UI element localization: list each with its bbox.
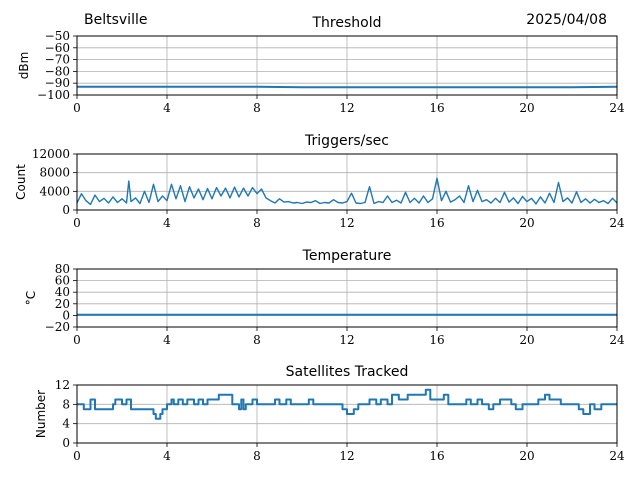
x-tick-label: 0 <box>73 449 81 463</box>
y-tick-label: 0 <box>62 308 70 322</box>
chart-title: Satellites Tracked <box>286 364 409 380</box>
x-tick-label: 4 <box>163 449 171 463</box>
chart-panel-1: 0 4 8 12 16 20 24 −100−90−80−70−60−50 Threshold d… <box>17 15 625 115</box>
y-tick-label: 0 <box>62 436 70 450</box>
y-tick-label: 12000 <box>32 147 70 161</box>
location-label: Beltsville <box>84 12 148 28</box>
chart-title: Threshold <box>312 15 382 31</box>
x-tick-label: 16 <box>429 216 444 230</box>
x-tick-label: 24 <box>609 333 625 347</box>
x-tick-label: 12 <box>339 449 354 463</box>
x-tick-label: 4 <box>163 333 171 347</box>
chart-panel-4: 0 4 8 12 16 20 24 0 4 8 12 Satellites Tracked Number <box>34 364 625 463</box>
x-tick-label: 8 <box>253 101 261 115</box>
y-tick-label: 20 <box>55 297 70 311</box>
x-tick-label: 12 <box>339 333 354 347</box>
x-tick-label: 20 <box>519 449 534 463</box>
x-tick-label: 0 <box>73 333 81 347</box>
y-tick-label: 4000 <box>39 184 70 198</box>
y-tick-label: 40 <box>55 285 70 299</box>
x-tick-label: 8 <box>253 216 261 230</box>
series-line-1 <box>77 85 618 89</box>
y-tick-label: −80 <box>45 64 70 78</box>
x-tick-label: 24 <box>609 449 625 463</box>
chart-panel-2: 0 4 8 12 16 20 24 0 4000 8000 12000 Triggers/sec Cou… <box>14 133 625 230</box>
y-tick-label: −100 <box>37 88 70 102</box>
x-tick-label: 0 <box>73 216 81 230</box>
x-tick-label: 0 <box>73 101 81 115</box>
x-tick-label: 12 <box>339 216 354 230</box>
y-tick-label: 8 <box>62 397 70 411</box>
y-axis-label: dBm <box>17 52 31 80</box>
y-tick-label: 4 <box>62 417 70 431</box>
x-tick-label: 16 <box>429 333 444 347</box>
y-tick-label: −90 <box>45 76 70 90</box>
x-tick-label: 4 <box>163 101 171 115</box>
date-label: 2025/04/08 <box>526 12 607 28</box>
x-tick-label: 8 <box>253 449 261 463</box>
chart-title: Temperature <box>302 248 392 264</box>
x-tick-label: 24 <box>609 101 625 115</box>
series-line-1 <box>77 388 617 420</box>
x-tick-label: 4 <box>163 216 171 230</box>
x-tick-label: 24 <box>609 216 625 230</box>
x-tick-label: 12 <box>339 101 354 115</box>
y-tick-label: −60 <box>45 41 70 55</box>
y-tick-label: −50 <box>45 29 70 43</box>
y-tick-label: 0 <box>62 203 70 217</box>
y-axis-label: Number <box>34 390 48 438</box>
x-tick-label: 20 <box>519 216 534 230</box>
y-axis-label: Count <box>14 164 28 200</box>
x-tick-label: 16 <box>429 101 444 115</box>
y-tick-label: 8000 <box>39 166 70 180</box>
chart-title: Triggers/sec <box>304 133 389 149</box>
y-tick-label: 80 <box>55 262 70 276</box>
y-tick-label: 12 <box>55 378 70 392</box>
x-tick-label: 16 <box>429 449 444 463</box>
series-line-1 <box>76 177 618 206</box>
y-tick-label: 60 <box>55 274 70 288</box>
x-tick-label: 20 <box>519 333 534 347</box>
x-tick-label: 20 <box>519 101 534 115</box>
y-tick-label: −70 <box>45 53 70 67</box>
y-tick-label: −20 <box>45 320 70 334</box>
y-axis-label: °C <box>24 291 38 305</box>
x-tick-label: 8 <box>253 333 261 347</box>
